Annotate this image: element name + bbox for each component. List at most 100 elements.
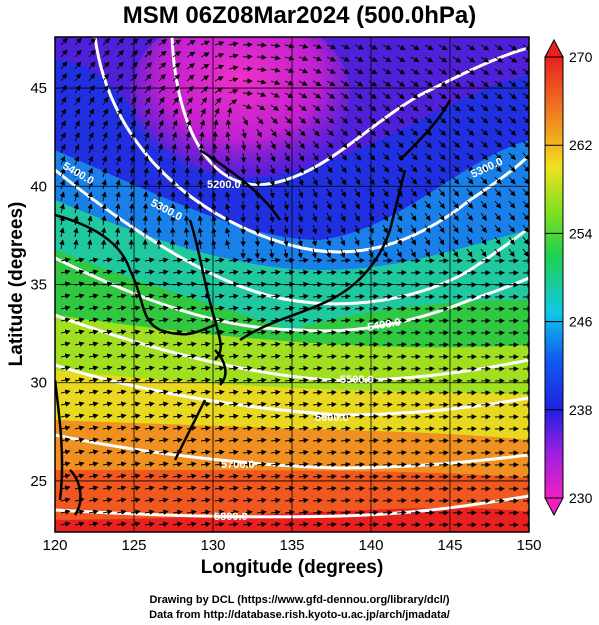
wind-arrow bbox=[87, 203, 93, 214]
wind-arrow bbox=[354, 56, 364, 62]
wind-arrow bbox=[214, 413, 225, 419]
wind-arrow bbox=[340, 401, 351, 408]
wind-arrow bbox=[298, 128, 306, 137]
wind-arrow bbox=[382, 389, 393, 396]
wind-arrow bbox=[116, 329, 127, 335]
wind-arrow bbox=[74, 413, 85, 419]
wind-arrow bbox=[73, 239, 79, 250]
wind-arrow bbox=[340, 188, 346, 198]
wind-arrow bbox=[87, 227, 93, 238]
wind-arrow bbox=[158, 39, 168, 46]
x-tick-label: 135 bbox=[279, 537, 304, 554]
wind-arrow bbox=[312, 401, 323, 408]
wind-arrow bbox=[158, 293, 169, 299]
wind-arrow bbox=[142, 203, 149, 214]
wind-arrow bbox=[74, 269, 85, 275]
wind-arrow bbox=[214, 269, 225, 275]
wind-arrow bbox=[225, 155, 231, 166]
wind-arrow bbox=[396, 365, 407, 372]
wind-arrow bbox=[326, 377, 337, 384]
wind-arrow bbox=[129, 155, 135, 166]
wind-arrow bbox=[480, 116, 489, 124]
wind-arrow bbox=[424, 104, 433, 112]
wind-arrow bbox=[480, 140, 489, 148]
wind-arrow bbox=[88, 132, 94, 142]
colorbar-tick-label: 246 bbox=[569, 314, 593, 330]
wind-arrow bbox=[438, 426, 449, 432]
wind-arrow bbox=[270, 92, 280, 98]
wind-arrow bbox=[60, 61, 68, 70]
wind-arrow bbox=[116, 131, 122, 142]
wind-arrow bbox=[298, 104, 307, 112]
wind-arrow bbox=[438, 140, 446, 149]
wind-arrow bbox=[354, 389, 365, 396]
wind-arrow bbox=[214, 377, 225, 383]
wind-arrow bbox=[340, 164, 347, 174]
wind-arrow bbox=[172, 341, 183, 347]
wind-arrow bbox=[382, 164, 390, 173]
wind-arrow bbox=[326, 305, 337, 312]
wind-arrow bbox=[494, 188, 502, 197]
wind-arrow bbox=[466, 248, 473, 258]
wind-arrow bbox=[116, 269, 127, 275]
wind-arrow bbox=[311, 248, 317, 259]
wind-arrow bbox=[88, 61, 96, 70]
wind-arrow bbox=[396, 317, 407, 324]
wind-arrow bbox=[116, 73, 124, 82]
wind-arrow bbox=[88, 389, 99, 395]
colorbar-tick-label: 238 bbox=[569, 402, 593, 418]
wind-arrow bbox=[60, 317, 71, 323]
wind-arrow bbox=[382, 353, 393, 360]
wind-arrow bbox=[186, 413, 197, 419]
wind-arrow bbox=[438, 522, 449, 528]
wind-arrow bbox=[130, 257, 141, 263]
wind-arrow bbox=[115, 155, 122, 166]
wind-arrow bbox=[270, 79, 281, 86]
wind-arrow bbox=[88, 96, 95, 106]
wind-arrow bbox=[225, 179, 231, 190]
wind-arrow bbox=[438, 188, 446, 197]
wind-arrow bbox=[88, 329, 99, 335]
wind-arrow bbox=[270, 365, 281, 372]
wind-arrow bbox=[74, 167, 80, 178]
wind-arrow bbox=[312, 329, 323, 336]
wind-arrow bbox=[326, 365, 337, 372]
wind-arrow bbox=[102, 120, 108, 130]
wind-arrow bbox=[102, 377, 113, 383]
wind-arrow bbox=[438, 462, 449, 468]
wind-arrow bbox=[396, 128, 405, 136]
wind-arrow bbox=[326, 80, 336, 87]
wind-arrow bbox=[242, 90, 253, 97]
wind-arrow bbox=[312, 140, 320, 149]
wind-arrow bbox=[88, 353, 99, 359]
wind-arrow bbox=[382, 80, 392, 87]
wind-arrow bbox=[438, 450, 449, 456]
wind-arrow bbox=[172, 293, 183, 299]
wind-arrow bbox=[508, 44, 518, 51]
wind-arrow bbox=[256, 91, 267, 98]
wind-arrow bbox=[184, 167, 190, 178]
wind-arrow bbox=[74, 329, 85, 335]
wind-arrow bbox=[214, 425, 225, 431]
wind-arrow bbox=[508, 248, 515, 258]
wind-arrow bbox=[410, 80, 420, 87]
wind-arrow bbox=[382, 269, 393, 276]
wind-arrow bbox=[438, 200, 445, 209]
wind-arrow bbox=[256, 353, 267, 360]
credit-data-source: Data from http://database.rish.kyoto-u.a… bbox=[149, 609, 450, 621]
wind-arrow bbox=[74, 73, 82, 82]
wind-arrow bbox=[396, 341, 407, 348]
wind-arrow bbox=[74, 341, 85, 347]
wind-arrow bbox=[130, 305, 141, 311]
wind-arrow bbox=[214, 52, 225, 58]
wind-arrow bbox=[186, 85, 194, 94]
wind-arrow bbox=[184, 203, 190, 214]
wind-arrow bbox=[114, 227, 121, 238]
wind-arrow bbox=[225, 215, 231, 226]
wind-arrow bbox=[130, 143, 136, 154]
wind-arrow bbox=[270, 257, 281, 264]
wind-arrow bbox=[158, 317, 169, 323]
wind-arrow bbox=[424, 56, 434, 63]
wind-arrow bbox=[382, 212, 389, 222]
wind-arrow bbox=[101, 167, 107, 178]
